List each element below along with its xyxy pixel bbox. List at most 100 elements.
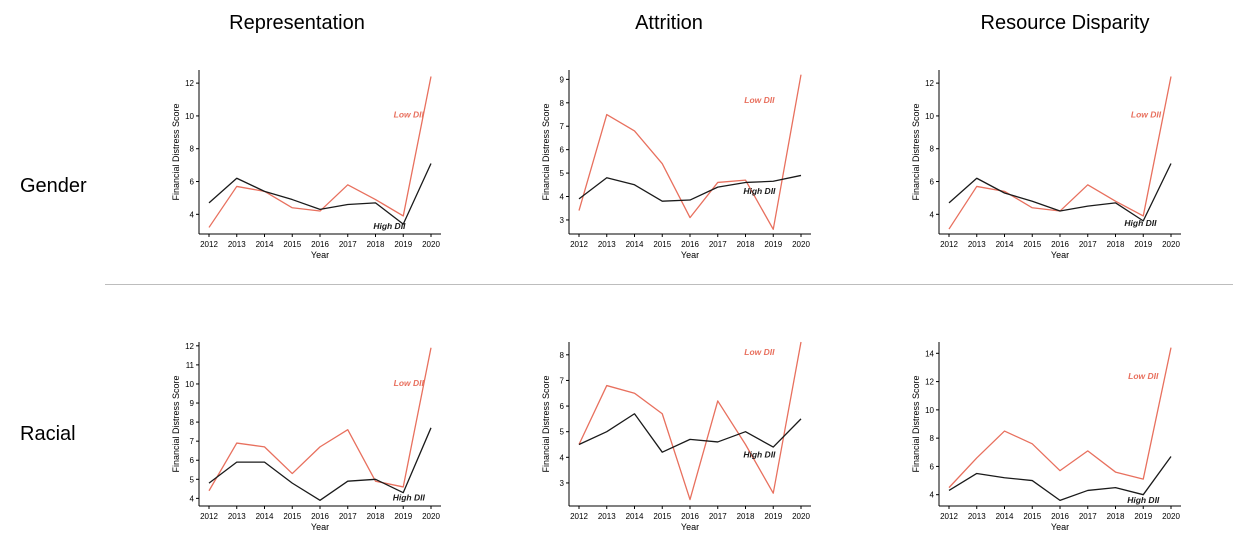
y-tick-label: 5 [560,169,565,178]
y-tick-label: 4 [930,210,935,219]
y-tick-label: 10 [925,406,934,415]
x-axis-label: Year [1051,250,1069,260]
x-tick-label: 2012 [200,240,218,249]
y-tick-label: 12 [925,378,934,387]
series-label-high-dii: High DII [393,492,426,502]
x-tick-label: 2020 [1162,240,1180,249]
x-tick-label: 2020 [422,512,440,521]
y-tick-label: 10 [185,112,194,121]
x-tick-label: 2013 [598,240,616,249]
column-title-resource-disparity: Resource Disparity [980,12,1150,34]
x-tick-label: 2019 [764,240,782,249]
x-tick-label: 2016 [311,512,329,521]
y-tick-label: 12 [185,79,194,88]
y-tick-label: 4 [190,210,195,219]
x-tick-label: 2018 [1107,240,1125,249]
chart-racial-attrition: 3 4 5 6 7 8 2012 2013 2014 2015 2016 2017 2018 2019 20… [541,341,811,532]
series-line-low-dii [948,347,1172,489]
y-tick-label: 4 [560,453,565,462]
x-tick-label: 2019 [764,512,782,521]
x-tick-label: 2018 [367,512,385,521]
y-tick-label: 4 [560,193,565,202]
x-tick-label: 2015 [653,240,671,249]
y-tick-label: 6 [190,456,195,465]
y-axis-label: Financial Distress Score [541,375,551,472]
row-label-racial: Racial [20,423,76,445]
column-title-attrition: Attrition [635,12,703,34]
y-tick-label: 7 [190,437,195,446]
y-axis-label: Financial Distress Score [911,103,921,200]
y-tick-label: 10 [185,380,194,389]
x-axis-label: Year [681,250,699,260]
series-line-high-dii [948,163,1172,222]
series-label-high-dii: High DII [743,449,776,459]
series-label-low-dii: Low DII [1128,371,1159,381]
series-line-low-dii [578,341,802,501]
x-tick-label: 2020 [792,240,810,249]
x-tick-label: 2017 [1079,240,1097,249]
series-label-high-dii: High DII [1124,218,1157,228]
series-label-high-dii: High DII [1127,495,1160,505]
x-tick-label: 2012 [940,512,958,521]
x-tick-label: 2017 [1079,512,1097,521]
y-tick-label: 6 [560,146,565,155]
chart-racial-representation: 4 5 6 7 8 9 10 11 12 2012 2013 2014 2015 2016 2017 2018… [171,342,441,532]
series-label-low-dii: Low DII [394,378,425,388]
x-axis-label: Year [311,522,329,532]
x-tick-label: 2017 [709,512,727,521]
row-divider [105,284,1233,285]
y-tick-label: 4 [190,494,195,503]
y-tick-label: 12 [185,342,194,351]
y-tick-label: 10 [925,112,934,121]
x-tick-label: 2013 [968,512,986,521]
y-tick-label: 5 [190,475,195,484]
x-tick-label: 2013 [228,512,246,521]
series-label-low-dii: Low DII [744,347,775,357]
y-tick-label: 12 [925,79,934,88]
x-tick-label: 2014 [256,240,274,249]
y-tick-label: 6 [560,402,565,411]
x-tick-label: 2018 [367,240,385,249]
chart-gender-resource-disparity: 4 6 8 10 12 2012 2013 2014 2015 2016 2017 2018 2019 2… [911,70,1181,260]
y-tick-label: 6 [190,178,195,187]
x-tick-label: 2014 [996,512,1014,521]
y-tick-label: 14 [925,349,934,358]
x-tick-label: 2013 [968,240,986,249]
x-tick-label: 2017 [339,240,357,249]
x-tick-label: 2017 [709,240,727,249]
x-tick-label: 2015 [653,512,671,521]
x-tick-label: 2017 [339,512,357,521]
y-tick-label: 11 [186,361,195,370]
y-axis-label: Financial Distress Score [911,375,921,472]
y-tick-label: 3 [560,479,565,488]
x-tick-label: 2012 [570,512,588,521]
x-axis-label: Year [681,522,699,532]
y-tick-label: 8 [560,351,565,360]
y-tick-label: 8 [190,418,195,427]
x-tick-label: 2015 [1023,512,1041,521]
row-label-gender: Gender [20,175,87,197]
series-label-low-dii: Low DII [394,110,425,120]
y-tick-label: 9 [190,399,195,408]
y-axis-label: Financial Distress Score [171,375,181,472]
x-tick-label: 2015 [283,240,301,249]
series-line-low-dii [208,347,432,492]
x-tick-label: 2013 [228,240,246,249]
x-tick-label: 2020 [792,512,810,521]
x-tick-label: 2012 [200,512,218,521]
series-label-high-dii: High DII [373,221,406,231]
y-tick-label: 6 [930,178,935,187]
series-line-high-dii [948,456,1172,501]
y-tick-label: 6 [930,462,935,471]
x-tick-label: 2014 [996,240,1014,249]
x-tick-label: 2015 [1023,240,1041,249]
x-axis-label: Year [311,250,329,260]
x-tick-label: 2019 [394,512,412,521]
x-tick-label: 2016 [1051,240,1069,249]
series-line-high-dii [208,163,432,225]
x-tick-label: 2012 [570,240,588,249]
series-label-high-dii: High DII [743,186,776,196]
y-tick-label: 3 [560,216,565,225]
x-tick-label: 2014 [626,512,644,521]
series-line-high-dii [578,413,802,453]
